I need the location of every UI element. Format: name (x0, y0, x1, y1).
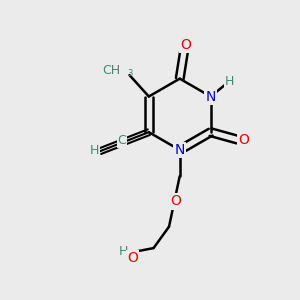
Text: N: N (175, 143, 185, 157)
Text: H: H (119, 244, 128, 258)
Text: O: O (238, 133, 249, 147)
Text: O: O (127, 251, 138, 265)
Text: O: O (180, 38, 191, 52)
Text: CH: CH (103, 64, 121, 77)
Text: N: N (206, 89, 216, 103)
Text: H: H (90, 144, 99, 157)
Text: H: H (225, 75, 235, 88)
Text: O: O (170, 194, 181, 208)
Text: C: C (118, 134, 127, 147)
Text: 3: 3 (127, 69, 132, 78)
